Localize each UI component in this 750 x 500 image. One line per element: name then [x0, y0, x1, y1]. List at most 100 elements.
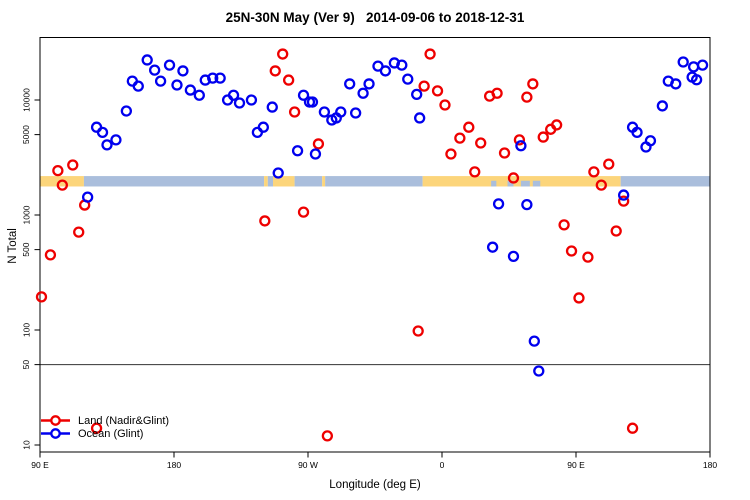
data-point-ocean	[363, 78, 375, 90]
data-point-ocean	[96, 126, 109, 139]
data-point-ocean	[515, 140, 527, 152]
y-tick-label: 500	[21, 242, 31, 256]
ocean-band-segment	[325, 176, 423, 187]
data-point-ocean	[344, 78, 356, 90]
data-point-land	[424, 48, 436, 60]
y-tick-label: 1000	[21, 205, 31, 224]
data-point-land	[558, 219, 570, 231]
plot-border	[39, 37, 711, 453]
data-point-ocean	[141, 54, 153, 66]
data-point-land	[527, 78, 539, 90]
y-tick-label: 100	[21, 323, 31, 337]
data-point-ocean	[318, 106, 331, 118]
data-point-land	[56, 179, 68, 191]
data-point-ocean	[492, 198, 505, 210]
x-tick-label: 180	[167, 460, 181, 470]
data-point-ocean	[357, 87, 369, 99]
data-point-ocean	[533, 365, 545, 377]
data-point-land	[52, 165, 64, 177]
data-point-land	[312, 138, 325, 150]
data-point-ocean	[687, 61, 700, 73]
data-point-ocean	[335, 106, 347, 118]
data-point-ocean	[349, 107, 362, 119]
data-point-ocean	[414, 112, 426, 124]
ocean-band-notch	[491, 180, 497, 187]
data-point-land	[259, 215, 271, 227]
data-point-land	[595, 179, 607, 191]
data-point-ocean	[306, 96, 319, 108]
data-point-ocean	[670, 78, 682, 90]
data-point-land	[321, 430, 334, 442]
data-point-land	[277, 48, 289, 60]
data-point-ocean	[257, 121, 269, 133]
data-point-ocean	[214, 72, 226, 84]
x-tick-label: 90 E	[567, 460, 585, 470]
data-point-land	[491, 87, 503, 99]
data-point-land	[73, 226, 85, 238]
y-tick-label: 10	[21, 440, 31, 450]
ocean-marker-icon	[41, 428, 70, 439]
data-point-ocean	[148, 64, 161, 76]
legend-item-ocean: Ocean (Glint)	[40, 427, 169, 440]
data-point-ocean	[120, 105, 133, 117]
data-point-ocean	[291, 145, 304, 157]
data-point-land	[90, 422, 103, 434]
data-point-land	[603, 158, 615, 170]
data-point-ocean	[656, 100, 669, 112]
data-point-ocean	[163, 59, 176, 71]
x-tick-label: 90 E	[31, 460, 49, 470]
data-point-land	[454, 132, 466, 144]
data-point-ocean	[171, 79, 183, 91]
ocean-band-segment	[267, 176, 274, 187]
data-point-land	[282, 74, 295, 86]
data-point-ocean	[411, 88, 423, 100]
data-point-ocean	[101, 139, 113, 151]
data-point-ocean	[233, 97, 246, 109]
legend: Land (Nadir&Glint) Ocean (Glint)	[40, 414, 169, 440]
data-point-ocean	[617, 189, 630, 201]
legend-label-land: Land (Nadir&Glint)	[78, 414, 170, 427]
data-point-land	[418, 80, 430, 92]
chart-title: 25N-30N May (Ver 9) 2014-09-06 to 2018-1…	[225, 10, 525, 25]
ocean-band-notch	[520, 180, 530, 187]
data-point-ocean	[272, 167, 284, 179]
data-point-land	[67, 159, 79, 171]
data-point-ocean	[110, 134, 122, 146]
data-point-ocean	[486, 241, 499, 253]
data-point-ocean	[644, 135, 657, 147]
data-point-ocean	[245, 94, 258, 106]
data-point-land	[431, 85, 444, 97]
data-point-land	[537, 131, 549, 143]
ocean-band-notch	[532, 180, 541, 187]
land-band-segment	[273, 176, 295, 187]
data-point-ocean	[690, 74, 703, 86]
x-tick-label: 90 W	[298, 460, 318, 470]
legend-label-ocean: Ocean (Glint)	[78, 427, 144, 440]
x-tick-label: 180	[703, 460, 717, 470]
data-point-land	[297, 206, 310, 218]
data-point-ocean	[193, 89, 205, 101]
data-point-land	[513, 134, 526, 146]
x-axis-label: Longitude (deg E)	[329, 479, 421, 491]
land-band-segment	[322, 176, 326, 187]
data-point-land	[445, 148, 457, 160]
data-point-ocean	[396, 59, 408, 71]
data-point-ocean	[507, 250, 520, 262]
y-tick-label: 5000	[21, 125, 31, 144]
data-point-land	[565, 245, 578, 257]
land-marker-icon	[41, 415, 70, 426]
data-point-land	[521, 91, 533, 103]
data-point-ocean	[677, 56, 689, 68]
data-point-land	[617, 195, 630, 207]
data-point-ocean	[266, 101, 278, 113]
data-point-land	[610, 225, 622, 237]
data-point-ocean	[528, 335, 540, 347]
data-point-land	[588, 166, 600, 178]
data-point-land	[44, 249, 57, 261]
data-point-land	[550, 119, 563, 131]
data-point-land	[463, 121, 475, 133]
ocean-band-segment	[294, 176, 323, 187]
data-point-land	[626, 422, 639, 434]
